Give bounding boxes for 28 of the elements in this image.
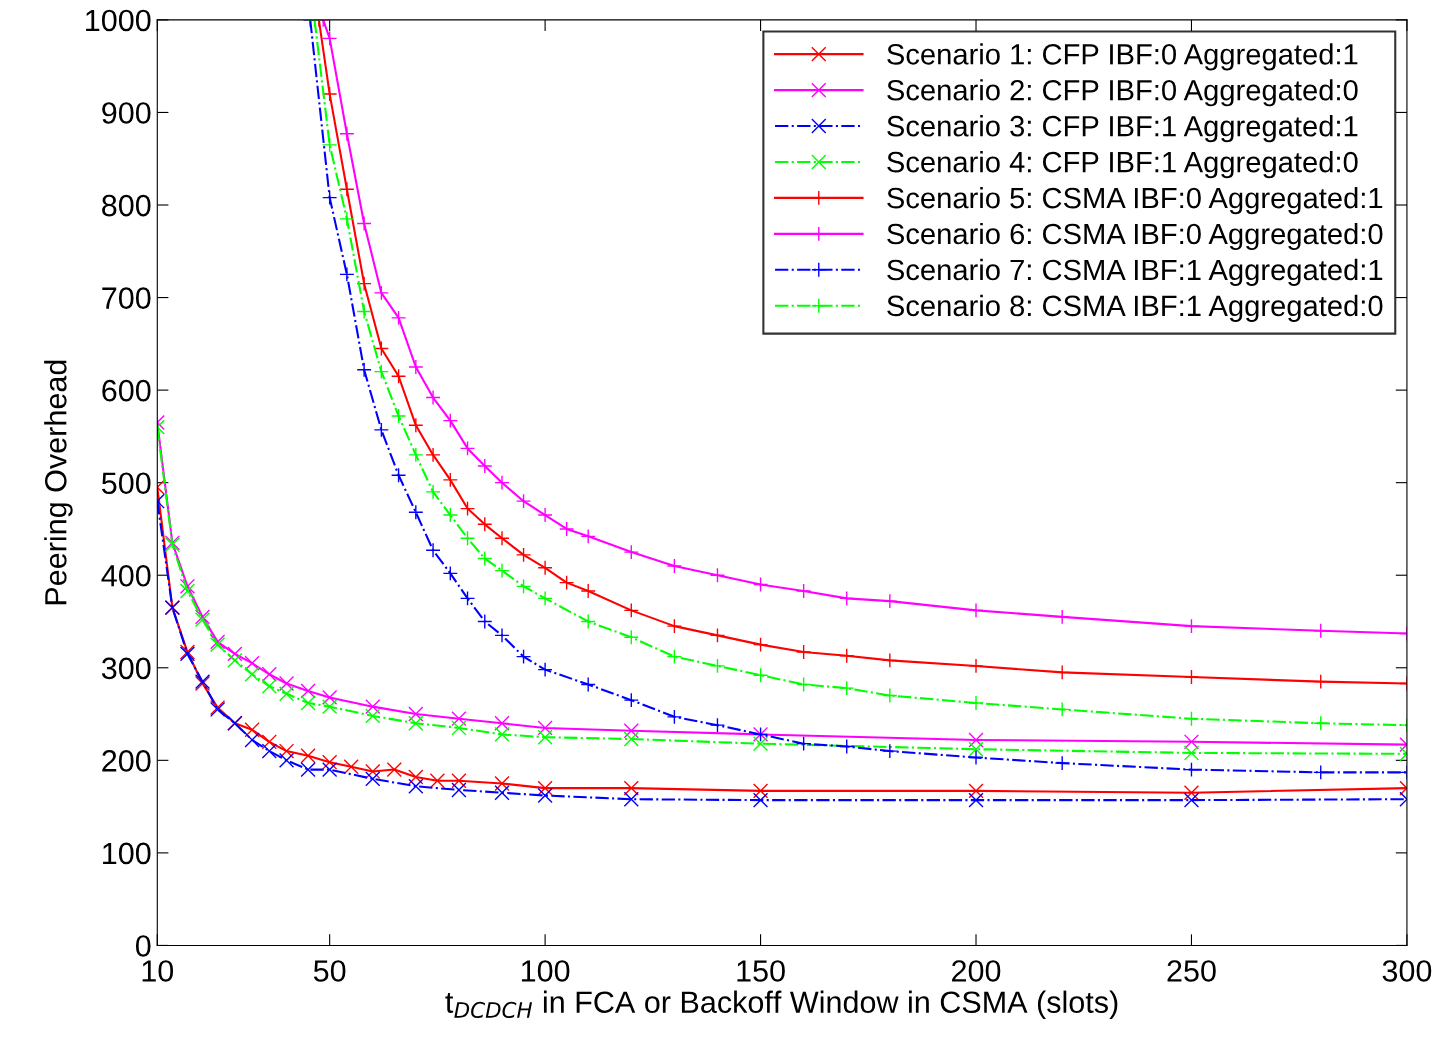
x-tick-label: 10	[142, 960, 174, 982]
legend-label: Scenario 3: CFP IBF:1 Aggregated:1	[887, 115, 1358, 143]
y-tick-label: 200	[102, 750, 151, 772]
y-tick-label: 1000	[86, 9, 151, 32]
y-tick-label: 600	[102, 379, 151, 402]
legend-label: Scenario 2: CFP IBF:0 Aggregated:0	[887, 79, 1358, 107]
y-tick-label: 800	[102, 194, 151, 217]
y-tick-label: 700	[102, 287, 151, 309]
y-tick-label: 100	[103, 842, 151, 865]
y-axis-title: Peering Overhead	[44, 360, 73, 605]
y-tick-label: 400	[101, 564, 151, 587]
x-tick-label: 200	[952, 960, 1001, 982]
y-tick-label: 300	[101, 657, 151, 680]
legend-label: Scenario 6: CSMA IBF:0 Aggregated:0	[887, 222, 1383, 251]
x-tick-label: 50	[313, 960, 346, 982]
legend-label: Scenario 4: CFP IBF:1 Aggregated:0	[887, 151, 1358, 179]
x-tick-label: 100	[521, 960, 570, 982]
x-axis-title: t$_{DCDCH}$ in FCA or Backoff Window in CSMA (slots)	[445, 990, 1118, 1020]
y-tick-label: 500	[101, 472, 151, 495]
legend-label: Scenario 8: CSMA IBF:1 Aggregated:0	[887, 294, 1383, 322]
y-tick-label: 0	[135, 935, 151, 957]
x-tick-label: 300	[1382, 960, 1432, 982]
x-tick-label: 150	[737, 960, 785, 982]
y-tick-label: 900	[102, 102, 151, 124]
legend-label: Scenario 7: CSMA IBF:1 Aggregated:1	[887, 258, 1383, 287]
legend-label: Scenario 5: CSMA IBF:0 Aggregated:1	[887, 186, 1383, 215]
legend-label: Scenario 1: CFP IBF:0 Aggregated:1	[887, 43, 1358, 71]
x-tick-label: 250	[1167, 960, 1216, 982]
